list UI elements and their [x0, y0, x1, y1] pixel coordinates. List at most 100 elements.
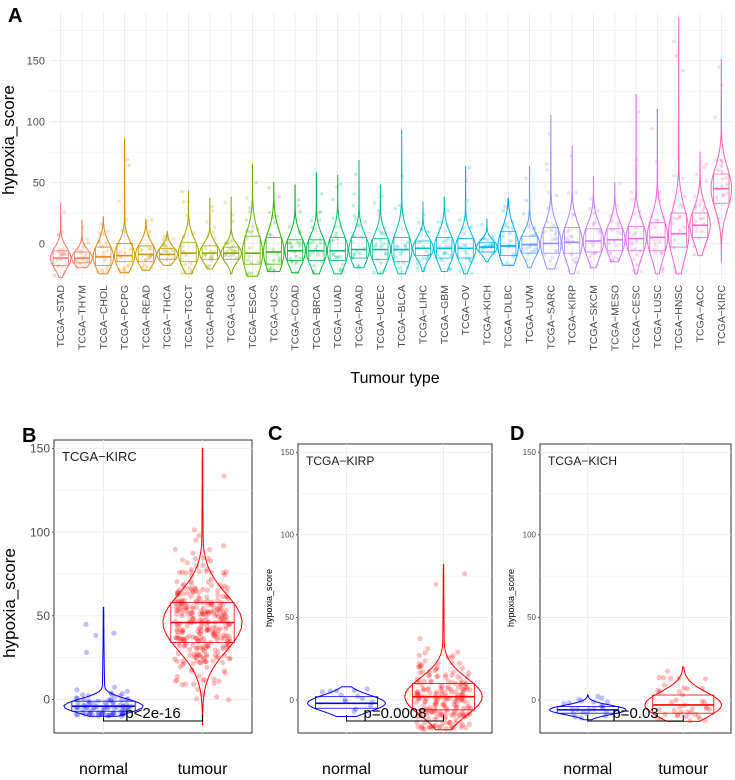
panel-c-tumour-point — [452, 710, 458, 716]
panel-c-normal-point — [351, 708, 357, 714]
panel-a-tcgapaad-point — [355, 249, 359, 254]
panel-a-tcgastad-point — [60, 265, 65, 269]
panel-b-normal-point — [86, 711, 92, 717]
panel-b-tumour-point — [174, 627, 180, 633]
panel-b-tumour-point — [227, 656, 233, 662]
panel-b-tumour-point — [199, 622, 205, 629]
panel-b-tumour-point — [204, 643, 210, 649]
panel-a-tcgagbm-point — [444, 238, 448, 242]
panel-b-tumour-point — [223, 569, 229, 575]
panel-b-tumour-point — [205, 598, 211, 604]
panel-a-tcgacoad-point — [287, 225, 292, 229]
panel-a-tcgacesc-point — [635, 263, 640, 267]
panel-c-tumour-point — [453, 704, 459, 710]
panel-a-tcgachol-point — [99, 222, 103, 226]
panel-b-normal-point — [88, 708, 94, 714]
panel-b-tumour-point — [205, 643, 211, 649]
panel-b-tumour-point — [181, 636, 187, 642]
panel-b-tumour-point — [219, 615, 225, 622]
panel-b-tumour-point — [217, 582, 223, 588]
panel-a-tcgaesca-point — [251, 224, 255, 228]
panel-c-tumour-point — [461, 714, 467, 720]
panel-b-tumour-point — [197, 660, 203, 666]
panel-b-normal-point — [119, 691, 125, 697]
panel-a-tcgagbm-point — [440, 220, 444, 225]
panel-a-tcgadlbc-point — [510, 220, 515, 224]
panel-a-tcgakich-point — [478, 237, 483, 242]
panel-a-tcgabrca-point — [311, 271, 316, 275]
panel-c-tumour-point — [420, 669, 426, 675]
panel-b-tumour-point — [210, 629, 216, 635]
panel-a-tcgachol-point — [97, 239, 102, 243]
panel-b-ytick: 100 — [30, 525, 50, 539]
panel-b-tumour-point — [207, 547, 213, 553]
panel-a-tcgagbm-point — [446, 267, 451, 272]
panel-a-tcgapcpg-point — [127, 263, 131, 267]
panel-a-tcgaacc-point — [693, 219, 697, 224]
panel-b-tumour-point — [192, 585, 198, 591]
panel-c-tumour-point — [453, 689, 459, 695]
panel-a-tcgaacc-point — [702, 205, 706, 210]
panel-a-ytick: 50 — [33, 178, 45, 190]
panel-a-tcgalusc-point — [658, 199, 662, 203]
panel-c-tumour-point — [434, 674, 440, 680]
panel-a-tcgacoad-point — [298, 256, 302, 260]
panel-b-tumour-point — [208, 639, 214, 645]
panel-a-tcgahnsc-point — [681, 265, 686, 269]
panel-b-tumour-point — [191, 527, 198, 533]
panel-c-normal-point — [327, 688, 333, 694]
panel-a-tcgablca-point — [397, 203, 402, 208]
panel-c-tumour-point — [440, 701, 446, 707]
panel-b-tumour-point — [224, 585, 231, 591]
panel-a-tcgaucs-violin — [263, 182, 285, 272]
panel-a-tcgadlbc-point — [511, 255, 516, 259]
panel-a-tcgathca-point — [165, 233, 170, 237]
panel-b-tumour-point — [179, 628, 185, 634]
panel-a-tcgabrca-point — [311, 269, 316, 273]
panel-a-tcgameso-violin — [604, 182, 626, 263]
panel-c-tumour-point — [460, 689, 466, 695]
panel-a-tcgameso-point — [607, 241, 612, 245]
panel-b-tumour-point — [180, 662, 186, 668]
panel-c-tumour-point — [443, 672, 449, 678]
panel-a-tcgacesc-point — [635, 157, 639, 162]
panel-b-tumour-point — [172, 546, 178, 553]
panel-a-tcgaskcm-point — [594, 250, 598, 255]
panel-a-tcgaucec-point — [378, 271, 383, 275]
panel-b-tumour-point — [214, 611, 220, 617]
panel-a-tcgalihc-violin — [412, 201, 434, 272]
panel-a-tcgaesca-point — [247, 271, 251, 275]
panel-b-tumour-point — [195, 629, 201, 635]
panel-b-ytick: 150 — [30, 442, 50, 456]
panel-a-tcgaov-violin — [454, 166, 477, 275]
panel-a-tcgachol-point — [105, 269, 109, 273]
panel-c-tumour-point — [458, 691, 464, 698]
panel-a-tcgadlbc-violin — [497, 197, 519, 266]
panel-a-tcgakich-point — [491, 242, 495, 247]
panel-a-tcgameso-point — [616, 229, 620, 234]
panel-b-normal-point — [90, 712, 96, 718]
panel-c-tumour-point — [465, 674, 471, 680]
panel-a-tcgaluad-point — [340, 262, 345, 267]
panel-b-tumour-point — [189, 580, 195, 587]
panel-b-tumour-point — [213, 625, 219, 631]
panel-a-tcgauvm-point — [524, 198, 529, 203]
panel-a-xtick: TCGA−BLCA — [396, 285, 408, 348]
panel-c-tumour-violin — [404, 564, 483, 731]
panel-a-xtick: TCGA−ESCA — [247, 285, 259, 349]
panel-b-tumour-point — [218, 606, 224, 612]
panel-c-tumour-point — [455, 649, 461, 655]
panel-a-tcgakirp-point — [564, 257, 568, 262]
panel-a-tcgaov-point — [468, 259, 473, 263]
panel-a-tcgaacc-point — [700, 208, 705, 213]
panel-a-tcgakirp-box — [564, 227, 581, 254]
panel-b-normal-point — [91, 701, 97, 707]
panel-a-tcgacesc-point — [637, 215, 642, 219]
panel-b-tumour-point — [227, 636, 233, 642]
panel-a-tcgabrca-point — [309, 218, 314, 223]
panel-a-tcgakirp-point — [574, 260, 578, 265]
panel-b-tumour-point — [181, 660, 187, 666]
panel-b-tumour-point — [214, 636, 220, 643]
panel-a-tcgasarc-point — [545, 168, 549, 172]
panel-d-normal-point — [578, 698, 585, 704]
